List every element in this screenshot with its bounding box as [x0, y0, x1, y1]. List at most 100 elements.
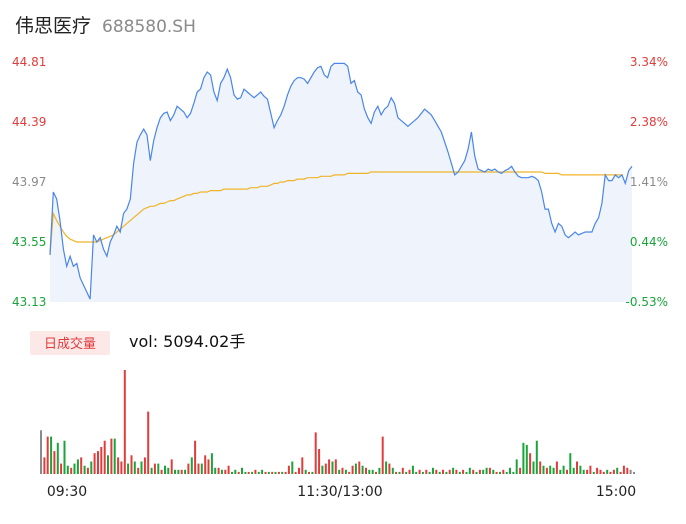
volume-bar: [76, 459, 79, 474]
volume-bar: [70, 467, 73, 474]
volume-bar: [224, 469, 227, 474]
volume-bar: [545, 467, 548, 474]
volume-bar: [234, 469, 237, 474]
volume-bar: [468, 467, 471, 474]
volume-bar: [485, 467, 488, 474]
volume-bar: [174, 469, 176, 474]
volume-bar: [210, 453, 213, 474]
volume-bar: [157, 463, 160, 474]
volume-bar: [492, 469, 495, 474]
volume-bar: [257, 471, 260, 474]
y-tick-left: 44.81: [12, 55, 46, 69]
volume-bar: [478, 469, 481, 474]
volume-bar: [90, 461, 93, 474]
volume-bar: [582, 469, 585, 474]
volume-bar: [428, 471, 431, 474]
volume-bar: [559, 469, 562, 474]
volume-bar: [602, 471, 605, 474]
volume-bar: [56, 442, 59, 474]
volume-bar: [612, 469, 615, 474]
volume-bar: [97, 451, 99, 474]
y-axis-left: 44.81 44.39 43.97 43.55 43.13: [12, 55, 46, 309]
average-price-line: [49, 171, 622, 255]
volume-bar: [103, 440, 106, 474]
volume-bar: [194, 440, 197, 474]
volume-bar: [107, 455, 109, 474]
volume-bar: [529, 453, 532, 474]
volume-bar: [616, 467, 619, 474]
volume-bar: [398, 471, 401, 474]
volume-bar: [170, 459, 173, 474]
volume-bar: [448, 469, 451, 474]
price-area-fill: [50, 63, 632, 303]
volume-bar: [432, 467, 434, 474]
stock-code: 688580.SH: [102, 17, 196, 37]
volume-bar: [519, 467, 522, 474]
volume-bar: [291, 461, 294, 474]
y-tick-left: 44.39: [12, 115, 46, 129]
volume-bar: [425, 469, 428, 474]
y-tick-right: 2.38%: [630, 115, 668, 129]
volume-bar: [153, 463, 156, 474]
volume-bar: [244, 471, 247, 474]
volume-bar: [254, 469, 257, 474]
volume-bar: [589, 465, 592, 474]
volume-bar: [207, 459, 210, 474]
volume-bar: [505, 471, 508, 474]
y-axis-right: 3.34% 2.38% 1.41% 0.44% -0.53%: [626, 55, 668, 309]
volume-bar: [458, 471, 461, 474]
volume-bar: [539, 461, 542, 474]
volume-bar: [120, 461, 123, 474]
volume-bar: [66, 465, 69, 474]
volume-bar: [60, 463, 63, 474]
volume-bar: [351, 465, 354, 474]
volume-bar: [535, 440, 538, 474]
volume-bar: [53, 451, 56, 474]
x-tick-close: 15:00: [596, 484, 636, 500]
volume-bar: [606, 469, 609, 474]
volume-bar: [214, 467, 217, 474]
x-tick-open: 09:30: [47, 484, 87, 500]
volume-bar: [405, 471, 408, 474]
volume-bar: [220, 469, 223, 474]
volume-bar: [609, 471, 612, 474]
volume-bar: [324, 463, 327, 474]
volume-bar: [391, 467, 394, 474]
volume-bar: [348, 471, 351, 474]
volume-bar: [499, 471, 501, 474]
volume-bar: [187, 463, 190, 474]
volume-bar: [147, 411, 150, 474]
volume-bar: [231, 471, 233, 474]
volume-bar: [251, 471, 254, 474]
volume-bar: [43, 457, 46, 474]
volume-bar: [549, 465, 552, 474]
volume-bar: [562, 465, 565, 474]
volume-bar: [150, 467, 153, 474]
volume-bar: [509, 467, 511, 474]
volume-bar: [298, 467, 300, 474]
volume-bar: [164, 465, 166, 474]
volume-bar: [375, 471, 377, 474]
volume-bar: [542, 465, 545, 474]
volume-bar: [160, 469, 163, 474]
volume-bar: [462, 469, 465, 474]
volume-bar: [271, 471, 274, 474]
volume-bars: [40, 370, 635, 474]
volume-bar: [579, 465, 582, 474]
volume-badge[interactable]: [30, 331, 110, 355]
volume-bar: [525, 444, 528, 474]
volume-bar: [200, 463, 203, 474]
volume-bar: [123, 370, 126, 474]
volume-bar: [331, 461, 334, 474]
volume-bar: [217, 467, 220, 474]
volume-bar: [184, 469, 187, 474]
volume-bar: [596, 467, 599, 474]
volume-bar: [408, 469, 411, 474]
volume-bar: [552, 467, 555, 474]
volume-bar: [371, 469, 374, 474]
volume-bar: [622, 465, 625, 474]
y-tick-right: 1.41%: [630, 175, 668, 189]
volume-bar: [314, 432, 317, 474]
volume-bar: [599, 469, 602, 474]
volume-badge-label: 日成交量: [44, 336, 96, 352]
